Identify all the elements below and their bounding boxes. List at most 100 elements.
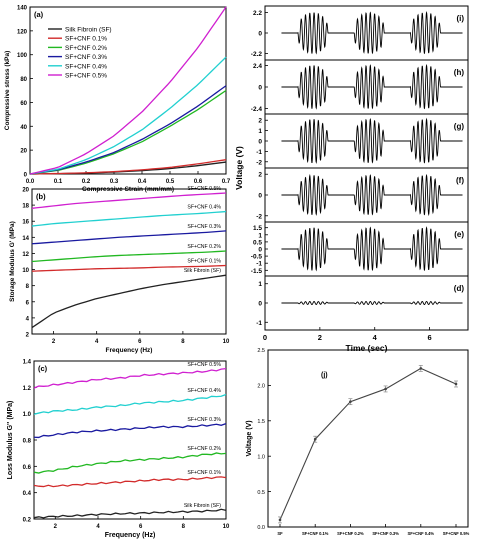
x-tick-label: 6 [138,339,142,345]
y-tick-label: 80 [20,77,27,83]
series-line [33,452,227,474]
y-tick-label: 8 [26,284,30,290]
y-tick-label: -1 [256,261,262,268]
panel-c-chart: (c) 0.2 0.4 0.6 0.8 1.0 1.2 1.4 2 4 6 8 10 Frequency … [7,360,230,540]
series-line [29,56,227,175]
x-tick-label: 6 [428,333,432,342]
series-line [31,192,227,209]
series-line [29,85,227,175]
series-label: SF+CNF 0.4% [187,388,221,394]
series-line [33,393,227,415]
y-tick-label: -1.5 [251,268,263,275]
x-tick-label: 0.7 [222,179,231,185]
series-line [31,264,227,272]
y-tick-label: 60 [20,101,27,107]
y-tick-label: 0 [258,31,262,38]
voltage-stack-chart: (i)2.20-2.2(h)2.40-2.4(g)210-1-2(f)20-2(… [234,5,469,353]
x-tick-label: 10 [223,339,230,345]
x-tick-label: SF+CNF 0.5% [443,531,470,536]
panel-b-chart: (b) 2 4 6 8 10 12 14 16 18 20 2 4 6 8 10 Frequency (Hz) S… [9,186,230,354]
y-tick-label: 0.4 [23,491,32,497]
data-point [278,518,282,522]
series-label: SF+CNF 0.3% [187,224,221,230]
y-tick-label: 40 [20,125,27,131]
series-label: SF+CNF 0.4% [187,205,221,211]
subplot-label: (i) [456,14,464,23]
y-tick-label: -2 [256,159,262,166]
series-line [29,6,227,175]
y-tick-label: 2 [26,333,30,339]
y-tick-label: 2.0 [257,384,265,390]
x-tick-label: 4 [95,339,99,345]
y-tick-label: 100 [17,53,28,59]
y-tick-label: 140 [17,6,28,12]
y-axis-label: Compressive stress (kPa) [4,51,11,131]
y-tick-label: 2.5 [257,348,265,354]
y-tick-label: 2 [258,118,262,125]
series-label: SF+CNF 0.2% [187,446,221,452]
series-label: SF+CNF 0.1% [187,470,221,476]
x-tick-label: 6 [139,524,143,530]
voltage-trace [281,300,463,306]
y-tick-label: 0 [258,301,262,308]
subplot-label: (g) [454,122,465,131]
x-tick-label: 4 [373,333,378,342]
x-tick-label: 10 [223,524,230,530]
voltage-trend-line [279,367,457,521]
series-line [33,423,227,439]
x-tick-label: SF+CNF 0.3% [372,531,399,536]
x-tick-label: SF+CNF 0.1% [302,531,329,536]
voltage-trace [281,173,463,217]
y-tick-label: 0.5 [253,239,262,246]
data-point [454,382,458,386]
series-label: SF+CNF 0.5% [187,362,221,368]
y-tick-label: 16 [22,220,29,226]
y-tick-label: 20 [22,188,29,194]
data-point [349,400,352,403]
y-tick-label: -1 [256,320,262,327]
y-tick-label: 0 [258,139,262,146]
data-point [313,437,317,441]
x-tick-label: 0 [263,333,267,342]
x-tick-label: 4 [96,524,100,530]
y-tick-label: 2.2 [253,10,262,17]
y-tick-label: 0.0 [257,525,265,531]
series-line [31,250,227,263]
y-axis-label: Loss Modulus G'' (MPa) [7,401,14,480]
x-tick-label: 0.5 [166,179,175,185]
series-line [31,230,227,245]
panel-label: (b) [36,192,46,201]
y-tick-label: 0.2 [23,518,32,524]
x-tick-label: 8 [181,339,185,345]
x-axis-label: Frequency (Hz) [106,347,153,354]
y-tick-label: 2 [258,172,262,179]
y-axis-label: Voltage (V) [234,146,244,190]
legend-entry: SF+CNF 0.2% [65,45,107,52]
y-tick-label: 0.8 [23,439,32,445]
subplot-label: (h) [454,68,465,77]
y-tick-label: 0 [24,173,28,179]
x-axis-label: Time (sec) [346,343,388,353]
panel-label: (c) [38,364,48,373]
voltage-trace [281,117,463,165]
y-tick-label: -1 [256,149,262,156]
x-tick-label: 0.3 [110,179,119,185]
x-tick-label: 0.2 [82,179,91,185]
y-tick-label: -2 [256,213,262,220]
series-line [31,210,227,227]
x-tick-label: 2 [54,524,58,530]
x-tick-label: SF+CNF 0.4% [408,531,435,536]
series-line [33,508,227,519]
legend-entry: SF+CNF 0.1% [65,36,107,43]
x-tick-label: 0.1 [54,179,63,185]
data-point [419,367,423,370]
x-tick-label: 0.0 [26,179,35,185]
y-tick-label: 0.5 [257,490,265,496]
y-tick-label: 1 [258,128,262,135]
series-line [29,159,227,175]
series-label: SF+CNF 0.2% [187,244,221,250]
series-line [33,367,227,389]
y-tick-label: 1 [258,281,262,288]
y-tick-label: 14 [22,236,29,242]
